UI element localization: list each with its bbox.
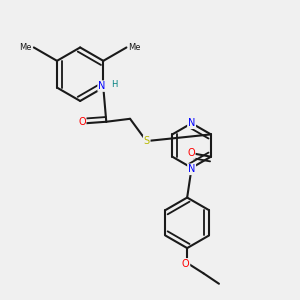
Text: S: S: [144, 136, 150, 146]
Text: Me: Me: [20, 43, 32, 52]
Text: O: O: [187, 148, 195, 158]
Text: O: O: [78, 117, 86, 128]
Text: N: N: [188, 164, 195, 174]
Text: N: N: [98, 81, 106, 91]
Text: H: H: [111, 80, 118, 88]
Text: O: O: [182, 259, 190, 269]
Text: N: N: [188, 118, 195, 128]
Text: Me: Me: [128, 43, 141, 52]
